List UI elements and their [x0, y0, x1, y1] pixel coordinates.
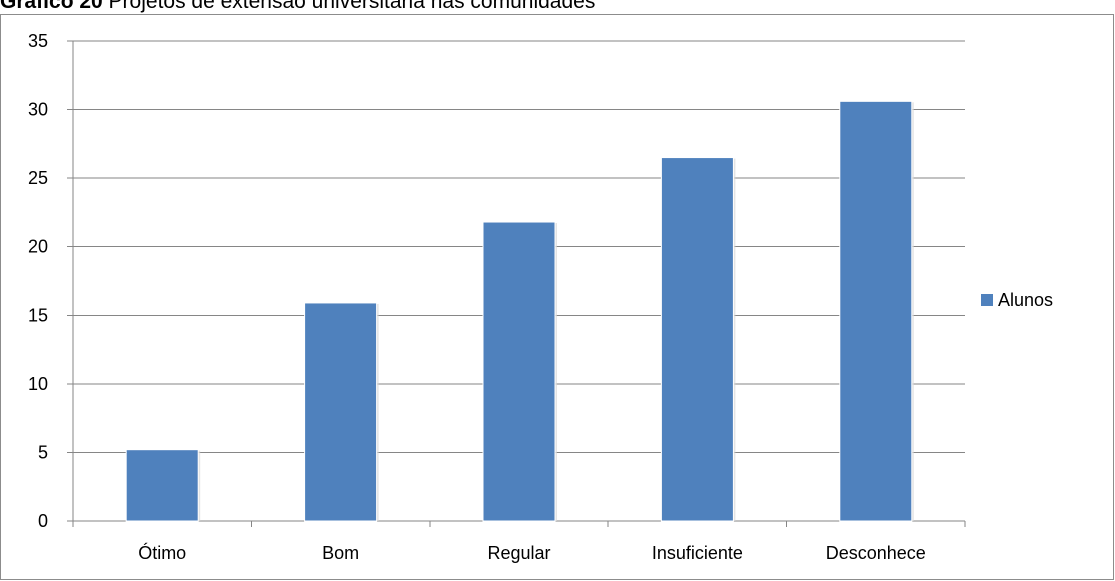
y-tick-label: 20: [28, 237, 48, 257]
x-category-label: Bom: [322, 543, 359, 563]
y-tick-label: 25: [28, 168, 48, 188]
bar: [304, 302, 378, 522]
y-tick-label: 35: [28, 31, 48, 51]
y-tick-label: 0: [38, 511, 48, 531]
x-category-label: Regular: [487, 543, 550, 563]
y-tick-label: 30: [28, 100, 48, 120]
legend-swatch: [981, 294, 993, 306]
chart-caption: Gráfico 20 Projetos de extensão universi…: [0, 0, 595, 14]
bar: [125, 449, 199, 522]
y-tick-label: 15: [28, 305, 48, 325]
x-category-label: Ótimo: [138, 542, 186, 563]
caption-text: Projetos de extensão universitária nas c…: [102, 0, 596, 13]
chart-frame: 0 5 10 15 20 25 30 35 Ótimo Bom Regular Insuficient…: [0, 14, 1114, 580]
x-category-label: Insuficiente: [652, 543, 743, 563]
caption-prefix: Gráfico 20: [0, 0, 103, 13]
bar-chart: 0 5 10 15 20 25 30 35 Ótimo Bom Regular Insuficient…: [28, 31, 1053, 563]
bar: [660, 157, 734, 522]
x-category-label: Desconhece: [826, 543, 926, 563]
legend-label: Alunos: [998, 290, 1053, 310]
y-tick-label: 5: [38, 442, 48, 462]
bar: [839, 100, 913, 522]
y-tick-label: 10: [28, 374, 48, 394]
bar: [482, 221, 556, 522]
